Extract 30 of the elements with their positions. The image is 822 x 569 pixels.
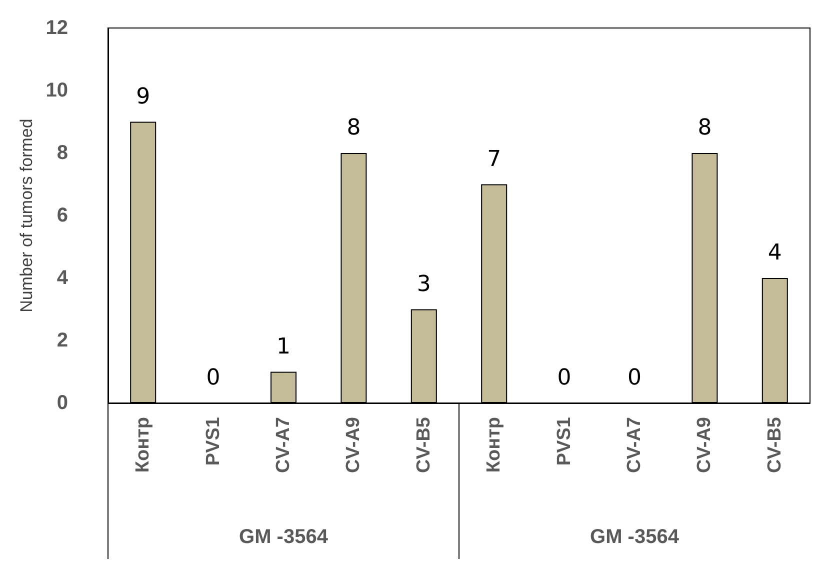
data-label: 4 (768, 240, 782, 266)
y-axis-title: Number of tumors formed (16, 118, 36, 312)
x-tick-label: CV-A9 (694, 417, 716, 473)
x-tick-label: CV-A9 (343, 417, 364, 473)
data-label: 9 (136, 84, 150, 110)
x-tick-label: Контр (484, 417, 505, 473)
x-tick-label: PVS1 (554, 416, 575, 466)
data-label: 7 (487, 146, 502, 172)
y-tick-label: 2 (56, 330, 68, 352)
data-label: 0 (628, 366, 642, 390)
y-tick-label: 4 (56, 267, 69, 289)
data-label: 1 (276, 334, 290, 360)
data-label: 8 (346, 116, 361, 140)
x-tick-label: Контр (132, 417, 154, 473)
x-tick-label: CV-A7 (624, 417, 645, 473)
data-label: 8 (698, 116, 712, 140)
x-tick-label: CV-B5 (413, 416, 434, 473)
y-tick-label: 10 (46, 80, 68, 102)
x-tick-label: CV-B5 (764, 416, 786, 473)
data-label: 0 (557, 366, 572, 390)
x-tick-label: PVS1 (202, 416, 224, 466)
text: GM -3564 (239, 526, 329, 548)
text: GM -3564 (590, 526, 680, 548)
y-tick-label: 8 (56, 142, 68, 164)
x-tick-label: CV-A7 (273, 417, 294, 473)
y-tick-label: 12 (46, 17, 68, 39)
data-label: 3 (416, 272, 431, 297)
y-tick-label: 0 (56, 392, 68, 414)
y-tick-label: 6 (56, 204, 68, 226)
data-label: 0 (206, 366, 220, 390)
